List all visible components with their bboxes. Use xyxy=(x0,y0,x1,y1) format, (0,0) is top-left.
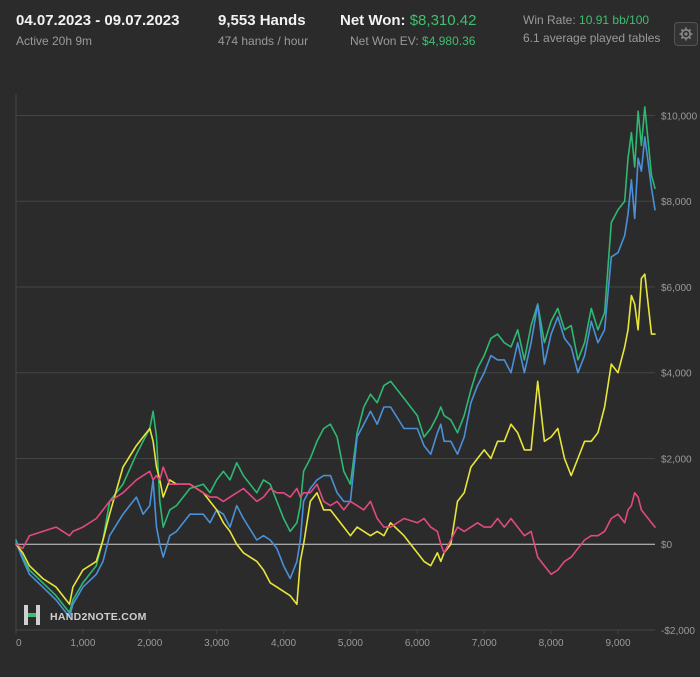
watermark: HAND2NOTE.COM xyxy=(24,605,147,625)
x-tick-label: 9,000 xyxy=(605,638,630,649)
series-line-4 xyxy=(15,466,656,576)
x-tick-label: 4,000 xyxy=(271,638,296,649)
settings-button[interactable] xyxy=(674,22,698,46)
x-tick-label: 7,000 xyxy=(472,638,497,649)
x-tick-label: 1,000 xyxy=(70,638,95,649)
net-won-ev-label: Net Won EV: xyxy=(350,34,419,48)
active-time: Active 20h 9m xyxy=(16,34,93,48)
series-line-3 xyxy=(15,273,656,606)
x-tick-label: 3,000 xyxy=(204,638,229,649)
net-won-ev-value: $4,980.36 xyxy=(422,34,476,48)
win-rate-block: Win Rate: 10.91 bb/100 6.1 average playe… xyxy=(523,13,660,45)
y-tick-label: $6,000 xyxy=(661,283,692,294)
h2n-logo-icon xyxy=(24,605,40,625)
x-tick-label: 8,000 xyxy=(539,638,564,649)
summary-header: 04.07.2023 - 09.07.2023 Active 20h 9m 9,… xyxy=(0,0,700,72)
y-tick-label: $8,000 xyxy=(661,197,692,208)
avg-tables: 6.1 average played tables xyxy=(523,31,661,45)
series-line-2 xyxy=(15,136,656,618)
hands-count: 9,553 Hands xyxy=(218,12,306,29)
watermark-text: HAND2NOTE.COM xyxy=(50,611,147,623)
profit-graph-svg: -$2,000 $0 $2,000 $4,000 $6,000 $8,000 $10,000… xyxy=(15,94,698,649)
win-rate-value: 10.91 bb/100 xyxy=(579,13,650,27)
x-tick-label: 5,000 xyxy=(338,638,363,649)
y-tick-label: $4,000 xyxy=(661,369,692,380)
hands-block: 9,553 Hands 474 hands / hour xyxy=(218,12,308,48)
win-rate-label: Win Rate: xyxy=(523,13,576,27)
y-tick-label: $0 xyxy=(661,540,673,551)
net-won-label: Net Won: xyxy=(340,12,406,29)
x-tick-label: 2,000 xyxy=(137,638,162,649)
date-block: 04.07.2023 - 09.07.2023 Active 20h 9m xyxy=(16,12,179,48)
hands-per-hour: 474 hands / hour xyxy=(218,34,309,48)
net-won-value: $8,310.42 xyxy=(409,12,477,29)
x-tick-label: 0 xyxy=(16,638,22,649)
x-tick-label: 6,000 xyxy=(405,638,430,649)
y-tick-label: -$2,000 xyxy=(661,626,695,637)
date-range: 04.07.2023 - 09.07.2023 xyxy=(16,12,180,29)
net-won-block: Net Won: $8,310.42 Net Won EV: $4,980.36 xyxy=(340,12,476,48)
gear-icon xyxy=(679,27,693,41)
profit-graph[interactable]: -$2,000 $0 $2,000 $4,000 $6,000 $8,000 $10,000… xyxy=(0,72,700,672)
y-tick-label: $2,000 xyxy=(661,454,692,465)
series-line-1 xyxy=(15,106,656,614)
y-tick-label: $10,000 xyxy=(661,111,698,122)
